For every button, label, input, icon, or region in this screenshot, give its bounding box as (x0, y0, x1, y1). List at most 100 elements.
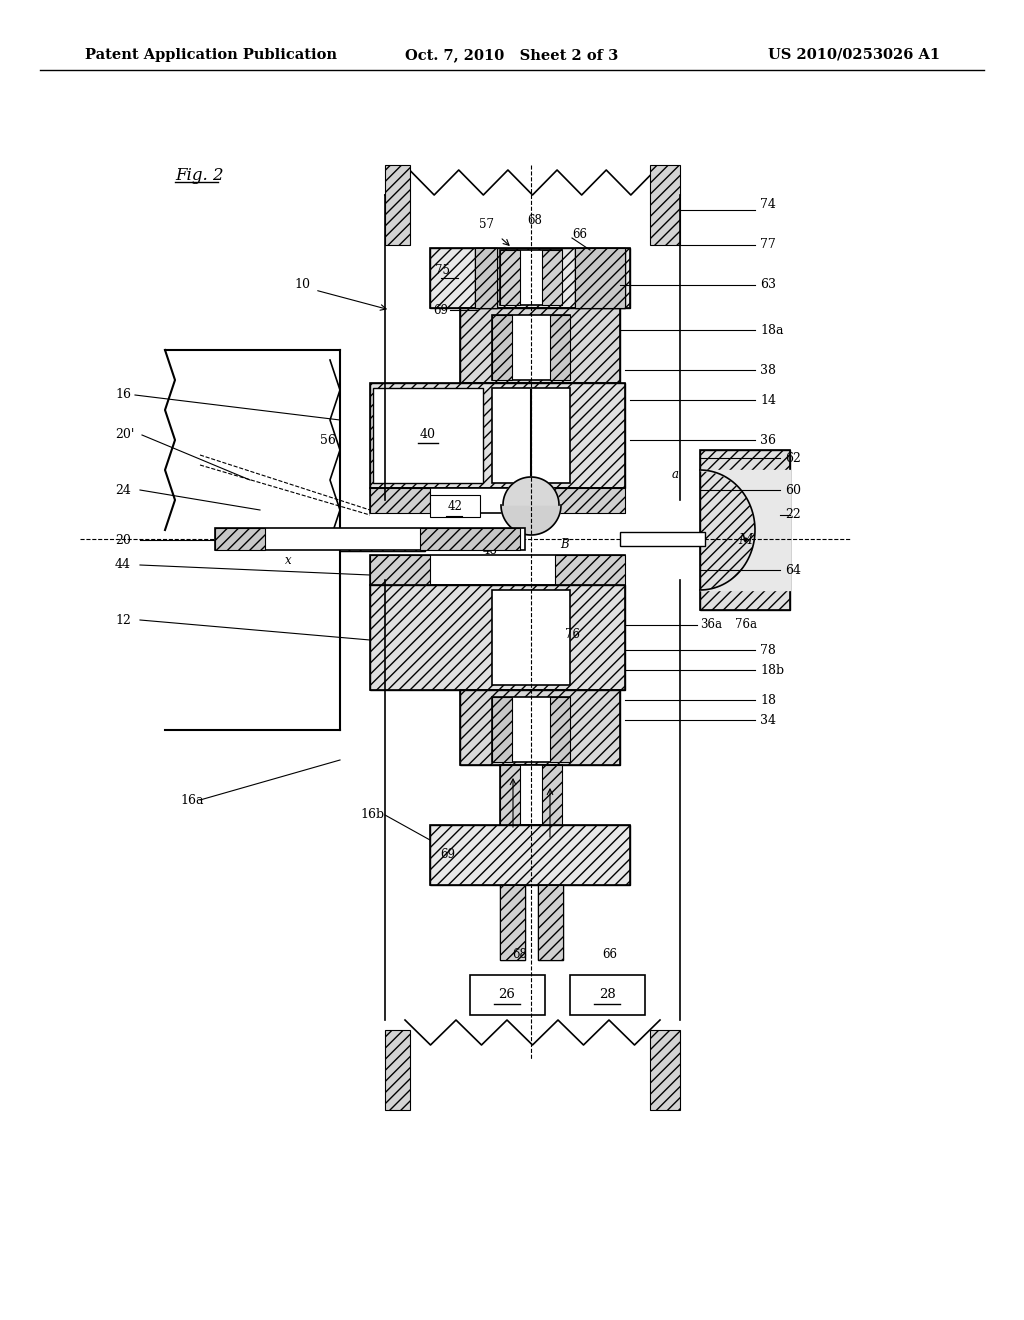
Bar (430, 248, 630, 308)
Bar (538, 884, 563, 960)
Text: 69: 69 (433, 304, 449, 317)
Text: 16a: 16a (180, 793, 204, 807)
Text: 16b: 16b (360, 808, 384, 821)
Text: 56: 56 (319, 433, 336, 446)
Bar (340, 535, 425, 550)
Bar (430, 825, 630, 884)
Bar (475, 248, 497, 308)
Text: Oct. 7, 2010   Sheet 2 of 3: Oct. 7, 2010 Sheet 2 of 3 (406, 48, 618, 62)
Bar (492, 315, 570, 380)
Bar (575, 248, 625, 308)
Text: Fig. 2: Fig. 2 (175, 166, 223, 183)
Bar (370, 488, 625, 513)
Text: 38: 38 (760, 363, 776, 376)
Bar (555, 554, 625, 585)
Text: 64: 64 (785, 564, 801, 577)
Bar (575, 248, 625, 308)
Bar (538, 884, 563, 960)
Text: 77: 77 (760, 239, 776, 252)
Bar (460, 690, 620, 766)
Bar (620, 532, 705, 546)
Text: Patent Application Publication: Patent Application Publication (85, 48, 337, 62)
Text: 22: 22 (785, 508, 801, 521)
Text: 36: 36 (760, 433, 776, 446)
Bar (373, 388, 483, 483)
Bar (492, 697, 512, 762)
Text: 12: 12 (115, 614, 131, 627)
Text: 20': 20' (115, 429, 134, 441)
Text: 42: 42 (447, 499, 463, 512)
Text: 44: 44 (115, 558, 131, 572)
Polygon shape (501, 506, 561, 535)
Text: 48: 48 (482, 544, 498, 557)
Bar (500, 884, 525, 960)
Bar (650, 165, 680, 246)
Bar (500, 766, 520, 825)
Text: 36a: 36a (700, 619, 722, 631)
Text: 16: 16 (115, 388, 131, 401)
Text: 34: 34 (760, 714, 776, 726)
Bar (385, 165, 410, 246)
Bar (492, 590, 570, 685)
Bar (542, 766, 562, 825)
Bar (500, 766, 562, 825)
Text: 18a: 18a (760, 323, 783, 337)
Text: 68: 68 (513, 949, 527, 961)
Text: 20: 20 (115, 533, 131, 546)
Bar (370, 554, 430, 585)
Text: 1: 1 (247, 532, 257, 549)
Bar (370, 383, 625, 488)
Bar (550, 697, 570, 762)
Text: 18: 18 (760, 693, 776, 706)
Text: 63: 63 (760, 279, 776, 292)
Text: 60: 60 (785, 483, 801, 496)
Text: 76a: 76a (735, 619, 757, 631)
Bar (492, 388, 570, 483)
Bar (430, 825, 630, 884)
Text: M: M (738, 533, 752, 546)
Bar (700, 450, 790, 610)
Polygon shape (503, 477, 559, 506)
Bar (475, 248, 497, 308)
Text: 14: 14 (760, 393, 776, 407)
Text: 10: 10 (294, 279, 310, 292)
Bar (215, 528, 265, 550)
Text: 18b: 18b (760, 664, 784, 676)
Text: 75: 75 (435, 264, 450, 276)
Bar (500, 249, 520, 305)
Bar (650, 1030, 680, 1110)
Bar (492, 315, 512, 380)
Text: 66: 66 (572, 228, 587, 242)
Text: 74: 74 (760, 198, 776, 211)
Bar (492, 697, 570, 762)
Bar (460, 308, 620, 383)
Bar (430, 495, 480, 517)
Text: B: B (560, 539, 568, 552)
Text: US 2010/0253026 A1: US 2010/0253026 A1 (768, 48, 940, 62)
Text: 28: 28 (599, 989, 615, 1002)
Bar (460, 308, 620, 383)
Bar (700, 450, 790, 610)
Text: x: x (285, 553, 292, 566)
Bar (385, 1030, 410, 1110)
Bar (215, 528, 525, 550)
Text: 78: 78 (760, 644, 776, 656)
Bar (370, 585, 625, 690)
Text: 62: 62 (785, 451, 801, 465)
Text: a: a (672, 469, 679, 482)
Bar (420, 528, 520, 550)
Bar (470, 975, 545, 1015)
Bar (500, 884, 525, 960)
Text: 26: 26 (499, 989, 515, 1002)
Text: 40: 40 (420, 429, 436, 441)
Bar (460, 690, 620, 766)
Text: 69: 69 (440, 849, 455, 862)
Bar (542, 249, 562, 305)
Text: 76: 76 (565, 628, 580, 642)
Bar (370, 383, 625, 488)
Bar (370, 554, 625, 585)
Text: 57: 57 (479, 219, 495, 231)
Bar (550, 315, 570, 380)
Bar (370, 488, 430, 513)
Bar (340, 535, 425, 550)
